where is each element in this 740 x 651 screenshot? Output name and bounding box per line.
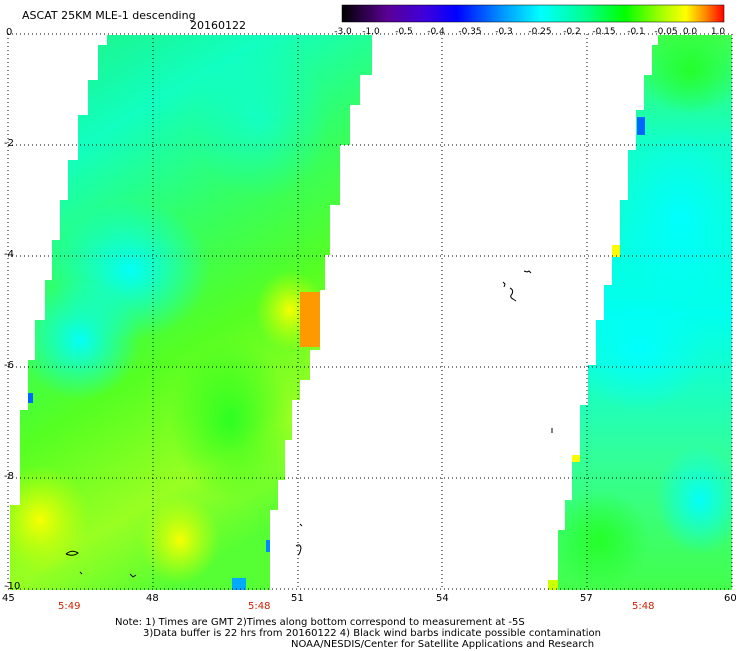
colorbar-label: -0.25 bbox=[528, 27, 552, 37]
y-tick: 0 bbox=[6, 27, 13, 38]
footer-credit: NOAA/NESDIS/Center for Satellite Applica… bbox=[291, 639, 595, 650]
y-tick: -2 bbox=[4, 138, 14, 149]
x-tick: 45 bbox=[2, 593, 15, 604]
product-title: ASCAT 25KM MLE-1 descending bbox=[22, 9, 196, 22]
x-tick: 51 bbox=[291, 593, 304, 604]
map-grid bbox=[7, 33, 733, 590]
x-tick: 48 bbox=[146, 593, 159, 604]
product-date: 20160122 bbox=[190, 19, 246, 32]
time-label: 5:48 bbox=[632, 601, 655, 612]
colorbar-label: -0.3 bbox=[495, 27, 513, 37]
colorbar-label: -0.2 bbox=[563, 27, 581, 37]
footer-note-2: 3)Data buffer is 22 hrs from 20160122 4)… bbox=[143, 628, 601, 639]
x-tick: 54 bbox=[436, 593, 449, 604]
y-tick: -10 bbox=[4, 581, 21, 592]
x-tick: 60 bbox=[724, 593, 737, 604]
colorbar-label: -0.05 bbox=[654, 27, 678, 37]
footer-note-1: Note: 1) Times are GMT 2)Times along bot… bbox=[115, 617, 525, 628]
y-tick: -4 bbox=[4, 249, 14, 260]
x-tick: 57 bbox=[580, 593, 593, 604]
coastline bbox=[65, 270, 553, 578]
colorbar-label: -3.0 bbox=[334, 27, 352, 37]
colorbar-label: -0.4 bbox=[427, 27, 445, 37]
colorbar-label: 1.0 bbox=[710, 27, 726, 37]
colorbar-label: -0.15 bbox=[592, 27, 616, 37]
colorbar-label: -0.5 bbox=[395, 27, 413, 37]
right-swath bbox=[548, 35, 732, 590]
colorbar-label: -1.0 bbox=[362, 27, 380, 37]
colorbar-label: 0.0 bbox=[682, 27, 698, 37]
left-swath bbox=[10, 35, 372, 590]
y-tick: -6 bbox=[4, 360, 14, 371]
colorbar-label: -0.35 bbox=[458, 27, 482, 37]
y-tick: -8 bbox=[4, 471, 14, 482]
colorbar bbox=[341, 4, 725, 23]
colorbar-label: -0.1 bbox=[627, 27, 645, 37]
time-label: 5:48 bbox=[248, 601, 271, 612]
time-label: 5:49 bbox=[58, 601, 81, 612]
